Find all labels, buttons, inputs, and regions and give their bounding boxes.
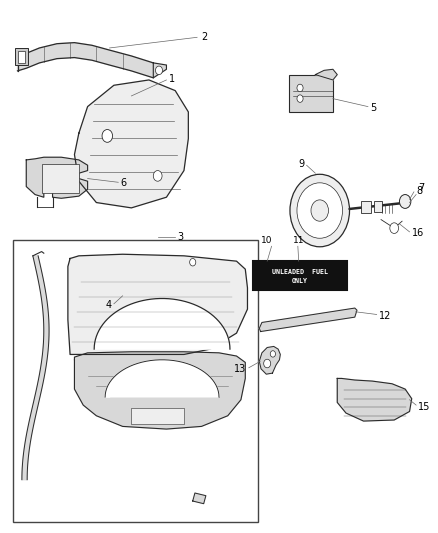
Polygon shape	[94, 298, 230, 349]
Circle shape	[297, 183, 343, 238]
Text: 10: 10	[261, 236, 273, 245]
Polygon shape	[193, 493, 206, 504]
Circle shape	[264, 359, 271, 368]
Text: ONLY: ONLY	[292, 278, 308, 284]
Circle shape	[190, 259, 196, 266]
Bar	[18, 51, 25, 63]
Text: 16: 16	[412, 229, 424, 238]
Polygon shape	[337, 378, 412, 421]
Bar	[42, 164, 79, 193]
Circle shape	[290, 174, 350, 247]
Text: 1: 1	[169, 74, 175, 84]
Text: UNLEADED  FUEL: UNLEADED FUEL	[272, 269, 328, 275]
Text: 8: 8	[416, 186, 422, 196]
Bar	[361, 201, 371, 213]
Polygon shape	[22, 256, 49, 480]
Polygon shape	[105, 360, 219, 397]
Circle shape	[270, 351, 276, 357]
Polygon shape	[74, 352, 245, 429]
Circle shape	[390, 223, 399, 233]
Text: 12: 12	[379, 311, 391, 320]
Polygon shape	[259, 346, 280, 374]
Polygon shape	[153, 63, 166, 78]
FancyBboxPatch shape	[253, 261, 347, 290]
Circle shape	[153, 171, 162, 181]
Polygon shape	[68, 254, 247, 354]
Circle shape	[311, 200, 328, 221]
Polygon shape	[259, 308, 357, 332]
Circle shape	[155, 66, 162, 75]
Text: 13: 13	[234, 364, 247, 374]
Bar	[289, 75, 333, 112]
Text: 7: 7	[418, 183, 424, 192]
Circle shape	[297, 95, 303, 102]
Text: 2: 2	[201, 32, 208, 42]
Bar	[13, 240, 258, 522]
Circle shape	[297, 84, 303, 92]
Text: 5: 5	[370, 103, 376, 112]
Bar	[131, 408, 184, 424]
Text: 9: 9	[298, 159, 304, 169]
Text: 6: 6	[120, 179, 127, 188]
Circle shape	[102, 130, 113, 142]
Polygon shape	[18, 43, 153, 78]
Bar	[374, 201, 382, 212]
Text: 11: 11	[293, 236, 304, 245]
Text: 4: 4	[106, 301, 112, 310]
Text: 3: 3	[177, 232, 184, 242]
Text: 15: 15	[418, 402, 431, 411]
Polygon shape	[315, 69, 337, 80]
Circle shape	[399, 195, 411, 208]
Polygon shape	[74, 80, 188, 208]
Bar	[15, 48, 28, 65]
Polygon shape	[26, 157, 88, 198]
